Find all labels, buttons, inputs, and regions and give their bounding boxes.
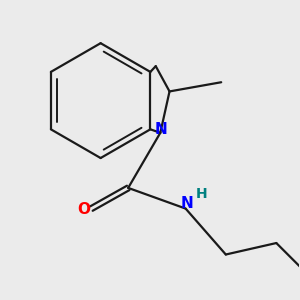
Text: N: N <box>180 196 193 211</box>
Text: H: H <box>196 187 208 201</box>
Text: O: O <box>77 202 90 217</box>
Text: N: N <box>155 122 168 137</box>
